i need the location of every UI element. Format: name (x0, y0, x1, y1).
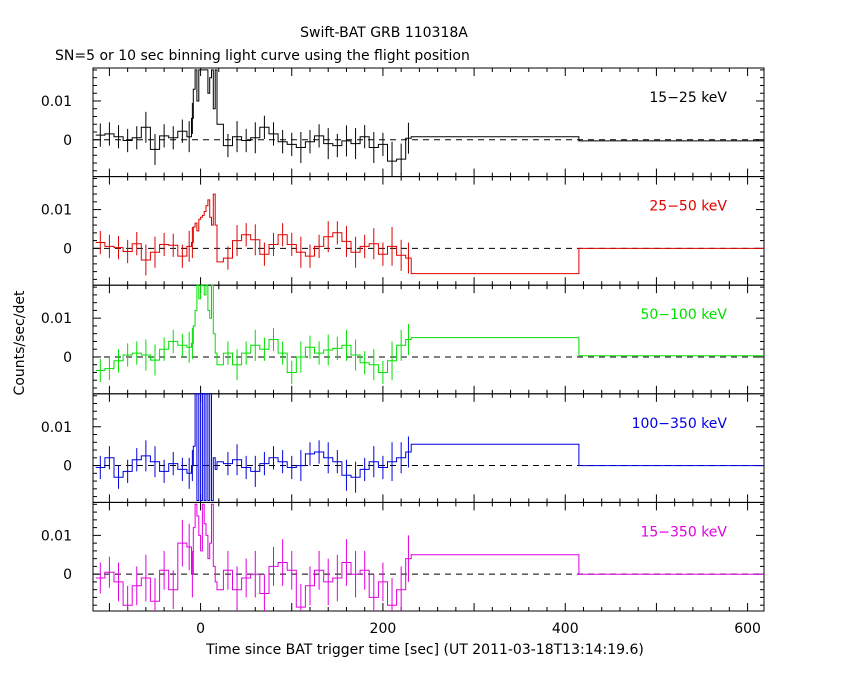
y-tick-label: 0 (63, 350, 72, 366)
panel-label: 15−25 keV (649, 90, 727, 106)
y-tick-label: 0 (63, 459, 72, 475)
y-axis-label: Counts/sec/det (12, 290, 28, 395)
series-line (95, 69, 764, 162)
panel-1: 0.01 0 15−25 keV (41, 67, 765, 178)
y-tick-label: 0.01 (41, 203, 72, 219)
y-tick-label: 0 (63, 133, 72, 149)
y-tick-label: 0.01 (41, 528, 72, 544)
panel-label: 15−350 keV (640, 524, 727, 540)
series-line (95, 503, 764, 608)
y-tick-label: 0.01 (41, 420, 72, 436)
panel-5: 0.01 0 15−350 keV 0 200 400 600 (41, 501, 765, 637)
panels: 0.01 0 15−25 keV 0.01 0 25−50 keV 0.01 0 50−100 … (41, 67, 765, 637)
panel-label: 50−100 keV (640, 307, 727, 323)
y-tick-label: 0 (63, 567, 72, 583)
x-tick-label: 0 (196, 621, 205, 637)
chart-title: Swift-BAT GRB 110318A (300, 25, 468, 41)
panel-frame (92, 501, 765, 612)
panel-label: 25−50 keV (649, 199, 727, 215)
series-line (95, 284, 764, 373)
y-tick-label: 0.01 (41, 94, 72, 110)
series-line (95, 393, 764, 501)
x-axis-label: Time since BAT trigger time [sec] (UT 20… (205, 642, 644, 658)
series-line (95, 193, 764, 275)
y-tick-label: 0 (63, 241, 72, 257)
x-tick-label: 400 (552, 621, 579, 637)
y-tick-label: 0.01 (41, 311, 72, 327)
panel-4: 0.01 0 100−350 keV (41, 393, 765, 503)
x-tick-label: 200 (370, 621, 397, 637)
x-tick-label: 600 (734, 621, 761, 637)
panel-frame (92, 67, 765, 178)
panel-label: 100−350 keV (632, 416, 728, 432)
chart-subtitle: SN=5 or 10 sec binning light curve using… (55, 48, 470, 64)
panel-3: 0.01 0 50−100 keV (41, 284, 765, 395)
panel-2: 0.01 0 25−50 keV (41, 176, 765, 286)
